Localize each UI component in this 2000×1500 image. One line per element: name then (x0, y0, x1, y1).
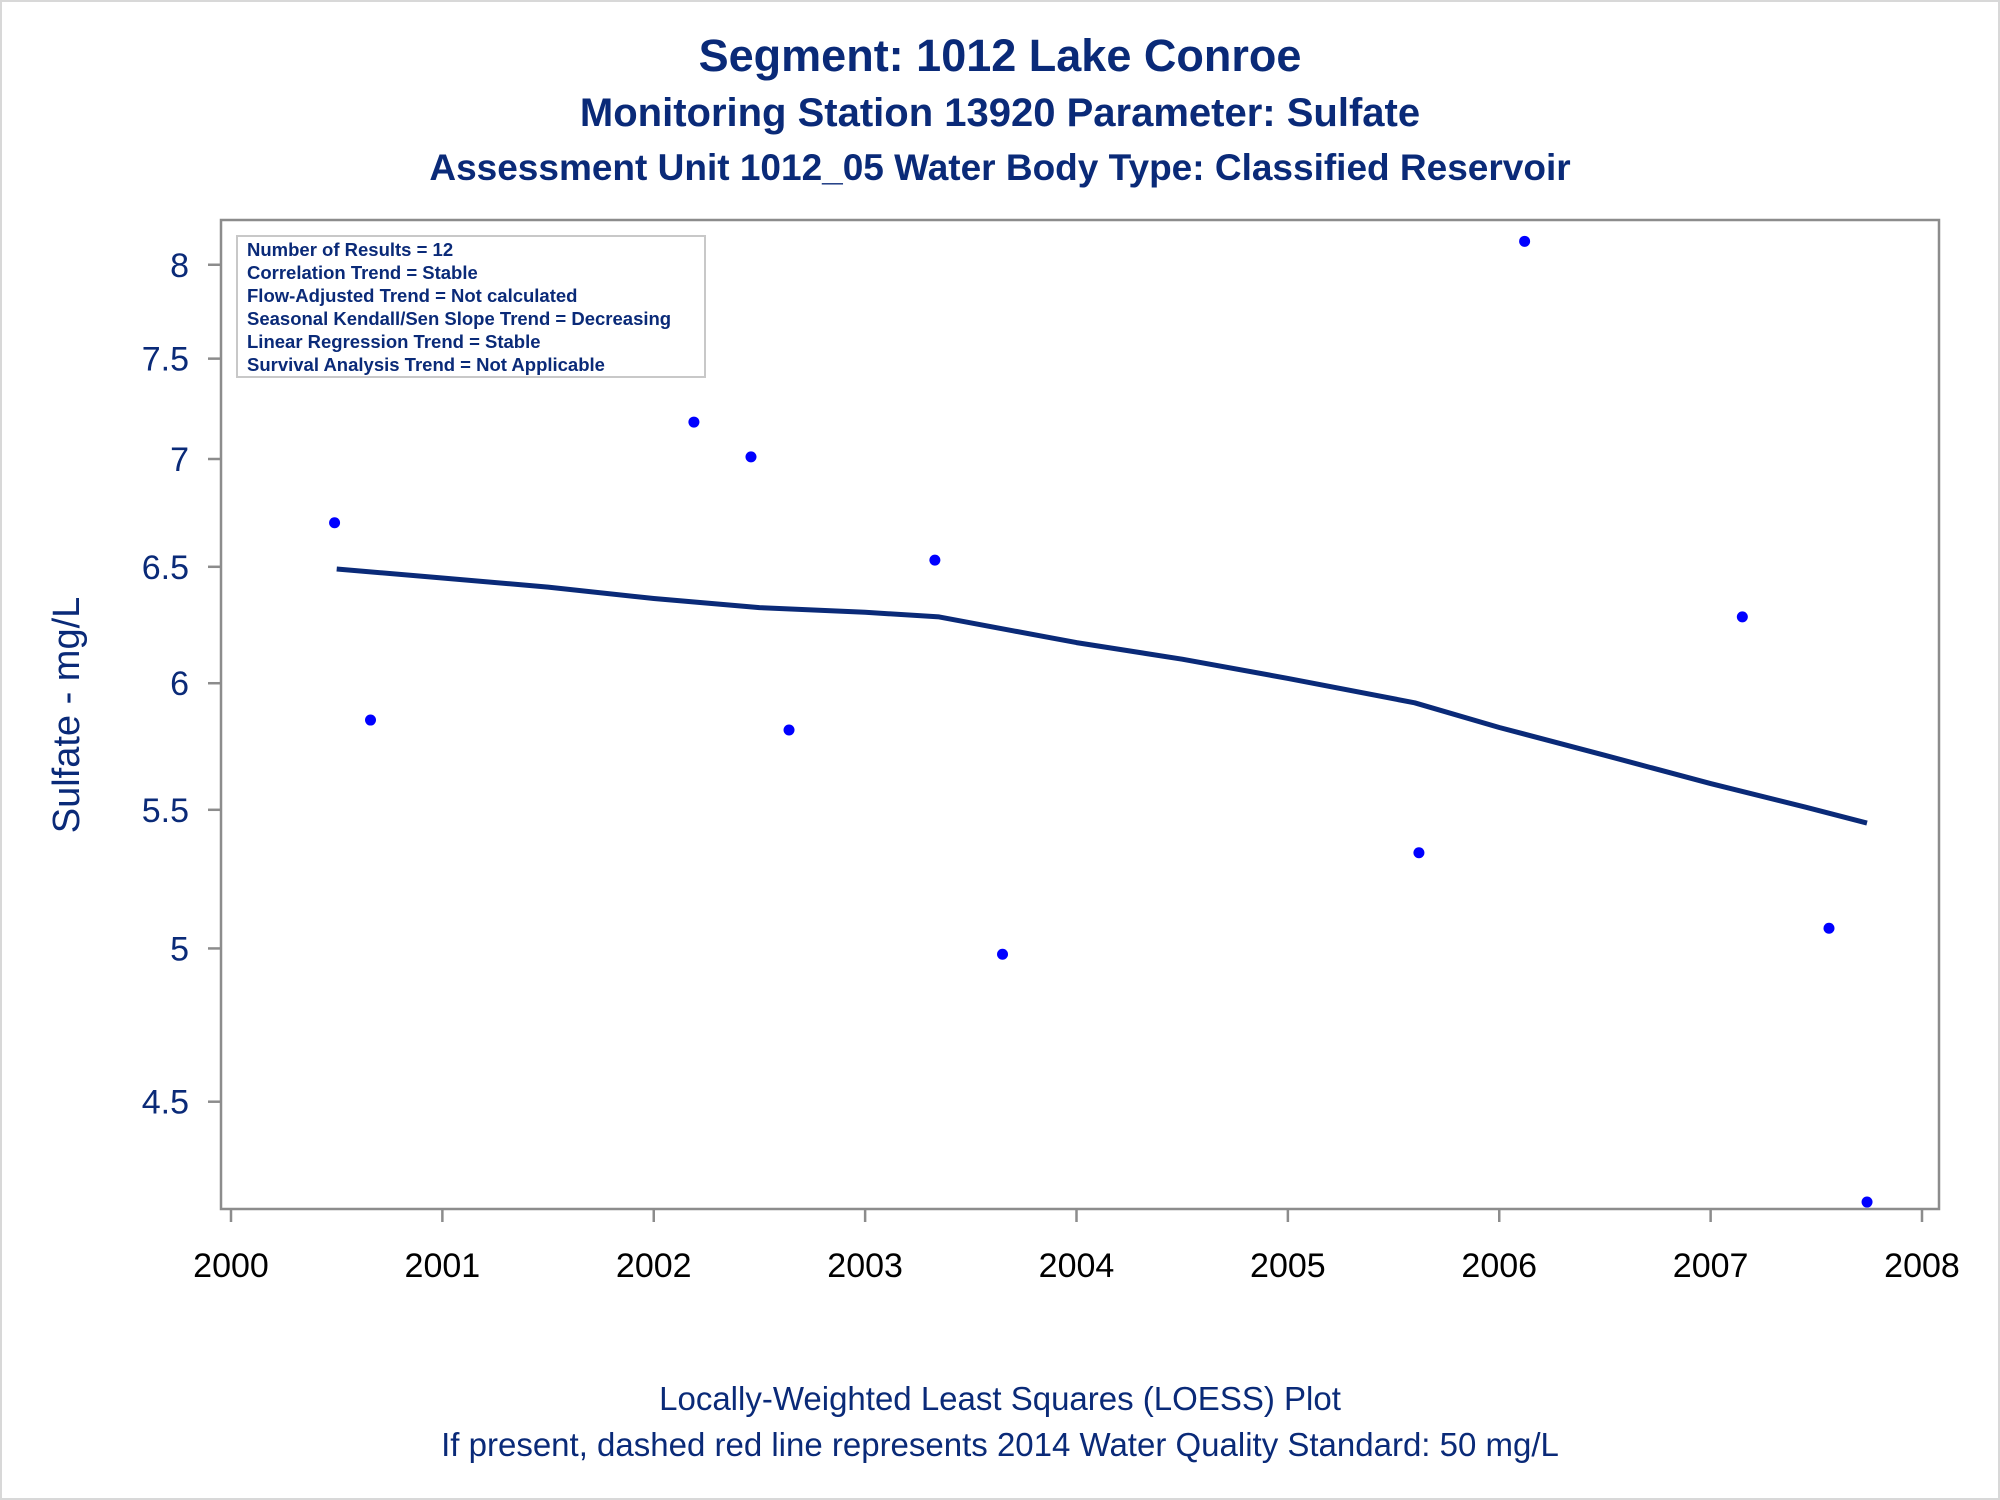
loess-series (336, 566, 1868, 826)
chart-title: Segment: 1012 Lake Conroe (698, 30, 1302, 81)
x-axis: 2000 2001 2002 2003 2004 2005 2006 2007 2008 (193, 1209, 1960, 1285)
y-tick-label: 8 (170, 247, 189, 285)
plot-area (219, 218, 1941, 1211)
data-point (688, 416, 700, 428)
data-point (745, 451, 757, 463)
stats-line-flow-adjusted: Flow-Adjusted Trend = Not calculated (247, 285, 577, 306)
chart-subtitle-station: Monitoring Station 13920 Parameter: Sulf… (579, 91, 1421, 135)
stats-line-linear-regression: Linear Regression Trend = Stable (247, 331, 541, 352)
x-tick-label: 2002 (616, 1247, 692, 1285)
observation-series (329, 235, 1873, 1208)
footer-standard-note: If present, dashed red line represents 2… (441, 1426, 1559, 1463)
x-tick-label: 2004 (1039, 1247, 1115, 1285)
stats-line-results: Number of Results = 12 (247, 239, 453, 260)
data-point (1736, 611, 1748, 623)
y-tick-label: 6 (170, 665, 189, 703)
y-tick-label: 4.5 (142, 1084, 189, 1122)
y-tick-label: 7 (170, 441, 189, 479)
data-point (365, 714, 377, 726)
x-tick-label: 2005 (1250, 1247, 1326, 1285)
x-tick-label: 2000 (193, 1247, 269, 1285)
x-tick-label: 2007 (1673, 1247, 1749, 1285)
x-tick-label: 2006 (1461, 1247, 1537, 1285)
data-point (997, 948, 1009, 960)
data-point (783, 724, 795, 736)
x-tick-label: 2008 (1884, 1247, 1960, 1285)
data-point (929, 554, 941, 566)
data-point (1823, 922, 1835, 934)
data-point (1519, 235, 1531, 247)
y-axis: 4.5 5 5.5 6 6.5 7 7.5 8 (142, 247, 221, 1122)
plot-border (219, 218, 1941, 1211)
trend-stats-box: Number of Results = 12 Correlation Trend… (236, 235, 706, 378)
x-tick-label: 2003 (827, 1247, 903, 1285)
chart-titles: Segment: 1012 Lake Conroe Monitoring Sta… (0, 28, 2000, 194)
stats-box-border (236, 235, 706, 378)
data-point (329, 517, 341, 529)
chart-subtitle-assessment: Assessment Unit 1012_05 Water Body Type:… (429, 147, 1571, 188)
data-point (1861, 1196, 1873, 1208)
stats-line-correlation: Correlation Trend = Stable (247, 262, 478, 283)
stats-line-survival: Survival Analysis Trend = Not Applicable (247, 354, 605, 375)
y-tick-label: 6.5 (142, 549, 189, 587)
x-tick-label: 2001 (405, 1247, 481, 1285)
y-tick-label: 7.5 (142, 341, 189, 379)
y-axis-label: Sulfate - mg/L (46, 597, 88, 834)
stats-line-seasonal-kendall: Seasonal Kendall/Sen Slope Trend = Decre… (247, 308, 671, 329)
footer-method-note: Locally-Weighted Least Squares (LOESS) P… (659, 1380, 1341, 1417)
y-tick-label: 5 (170, 930, 189, 968)
y-tick-label: 5.5 (142, 792, 189, 830)
loess-line (336, 566, 1868, 826)
data-point (1413, 847, 1425, 859)
